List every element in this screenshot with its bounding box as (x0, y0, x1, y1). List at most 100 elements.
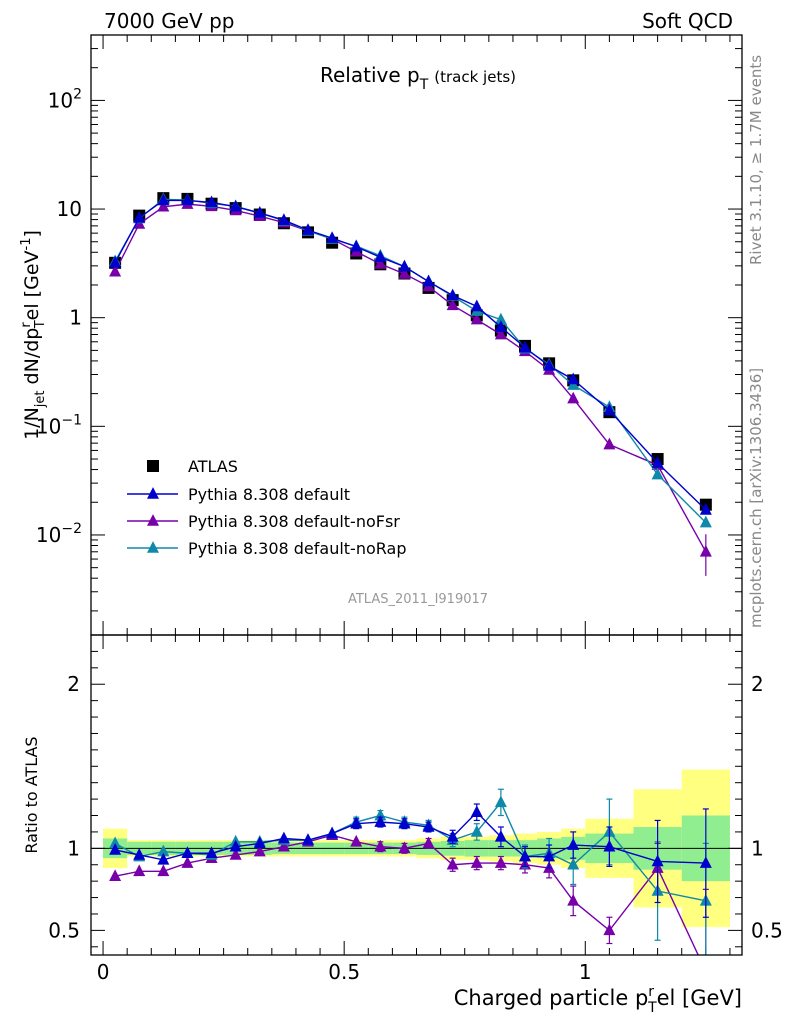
data-point (398, 259, 411, 272)
ratio-point (229, 839, 242, 852)
data-point (350, 239, 363, 252)
x-tick-label: 0 (97, 960, 110, 984)
main-title: Relative pT (track jets) (320, 63, 516, 93)
data-point (603, 437, 616, 450)
data-point (494, 327, 507, 340)
main-panel: Relative pT (track jets) ATLAS_2011_I9190… (19, 34, 743, 636)
data-point (446, 298, 459, 311)
legend-label: Pythia 8.308 default-noRap (188, 539, 406, 558)
ratio-point (422, 836, 435, 849)
ratio-panel: Ratio to ATLAS 0.5 0.5 1 1 2 2 0 0.5 1 Charged p… (22, 634, 783, 1016)
main-series (109, 192, 712, 576)
ratio-point (651, 854, 664, 867)
ratio-y-tick-label: 2 (67, 672, 80, 696)
ratio-y-tick-label-right: 1 (751, 836, 764, 860)
ratio-point (567, 857, 580, 870)
legend-marker (147, 460, 159, 472)
data-point (446, 288, 459, 301)
data-point (133, 210, 146, 223)
ratio-point (567, 838, 580, 850)
ratio-tick-labels: 0.5 0.5 1 1 2 2 0 0.5 1 (48, 672, 783, 984)
data-point (567, 391, 580, 404)
ratio-point (700, 965, 712, 977)
data-point (181, 193, 194, 206)
main-axis-ticks (91, 34, 742, 635)
ratio-point (567, 893, 580, 906)
ratio-point (181, 846, 194, 859)
main-ylabel: 1/Njet dN/dprTel [GeV-1] (19, 230, 48, 440)
legend-item: Pythia 8.308 default-noFsr (127, 512, 400, 531)
series-1 (109, 193, 712, 515)
ratio-point (350, 834, 363, 847)
ratio-point (494, 829, 507, 842)
ratio-point (133, 864, 146, 877)
ratio-point (157, 864, 170, 877)
ratio-point (519, 849, 531, 862)
ratio-axis-ticks (91, 635, 742, 955)
svg-text:1/Njet dN/dprTel [GeV-1]: 1/Njet dN/dprTel [GeV-1] (19, 230, 48, 440)
data-point (699, 503, 712, 515)
ratio-y-tick-label-right: 2 (751, 672, 764, 696)
legend-label: ATLAS (188, 457, 238, 476)
data-point (699, 544, 712, 557)
legend-item: ATLAS (147, 457, 238, 476)
ratio-point (398, 816, 411, 829)
x-tick-label: 0.5 (328, 960, 360, 984)
ratio-point (229, 847, 242, 860)
ratio-point (277, 839, 290, 852)
ratio-point (494, 795, 507, 808)
data-point (470, 299, 483, 312)
data-point (543, 358, 556, 371)
data-point (277, 213, 290, 225)
ratio-point (253, 836, 266, 849)
ratio-point (133, 847, 146, 860)
ratio-point (326, 826, 339, 839)
ratio-point (699, 856, 712, 868)
ratio-point (470, 856, 483, 868)
process-label: Soft QCD (642, 9, 733, 33)
data-point (374, 257, 387, 269)
mcplots-label: mcplots.cern.ch [arXiv:1306.3436] (747, 368, 765, 628)
ratio-point (374, 815, 387, 827)
data-point (205, 195, 218, 208)
data-point (651, 456, 664, 468)
ratio-ylabel: Ratio to ATLAS (22, 736, 41, 853)
data-point (470, 312, 483, 325)
legend-label: Pythia 8.308 default (188, 485, 350, 504)
ratio-frame (90, 634, 743, 956)
legend-marker (147, 514, 159, 526)
data-point (519, 340, 531, 353)
ratio-point (446, 857, 459, 870)
legend-item: Pythia 8.308 default-noRap (127, 539, 406, 558)
legend-item: Pythia 8.308 default (127, 485, 350, 504)
ratio-y-tick-label-right: 0.5 (751, 918, 783, 942)
energy-label: 7000 GeV pp (104, 9, 235, 33)
data-point (253, 206, 266, 218)
data-point (229, 199, 242, 212)
ratio-point (157, 844, 170, 857)
ratio-point (302, 833, 314, 845)
ratio-point (205, 846, 218, 859)
ratio-point (603, 923, 616, 936)
ratio-point (470, 825, 483, 837)
data-point (603, 403, 616, 416)
ratio-y-tick-label: 1 (67, 836, 80, 860)
data-point (494, 312, 507, 325)
legend: ATLAS Pythia 8.308 default Pythia 8.308 de… (127, 457, 406, 558)
ratio-point (446, 829, 459, 842)
ratio-point (277, 831, 290, 844)
data-point (567, 372, 580, 385)
main-y-tick-label: 10−2 (36, 521, 82, 547)
ratio-point (109, 843, 122, 855)
rivet-label: Rivet 3.1.10, ≥ 1.7M events (747, 55, 765, 265)
ratio-point (470, 805, 483, 818)
ratio-point (543, 849, 556, 862)
data-point (157, 193, 170, 206)
ratio-point (253, 844, 266, 857)
main-y-tick-label: 102 (48, 86, 82, 112)
ratio-point (422, 820, 435, 832)
ratio-point (494, 856, 507, 868)
data-point (651, 467, 664, 480)
data-point (422, 274, 435, 287)
